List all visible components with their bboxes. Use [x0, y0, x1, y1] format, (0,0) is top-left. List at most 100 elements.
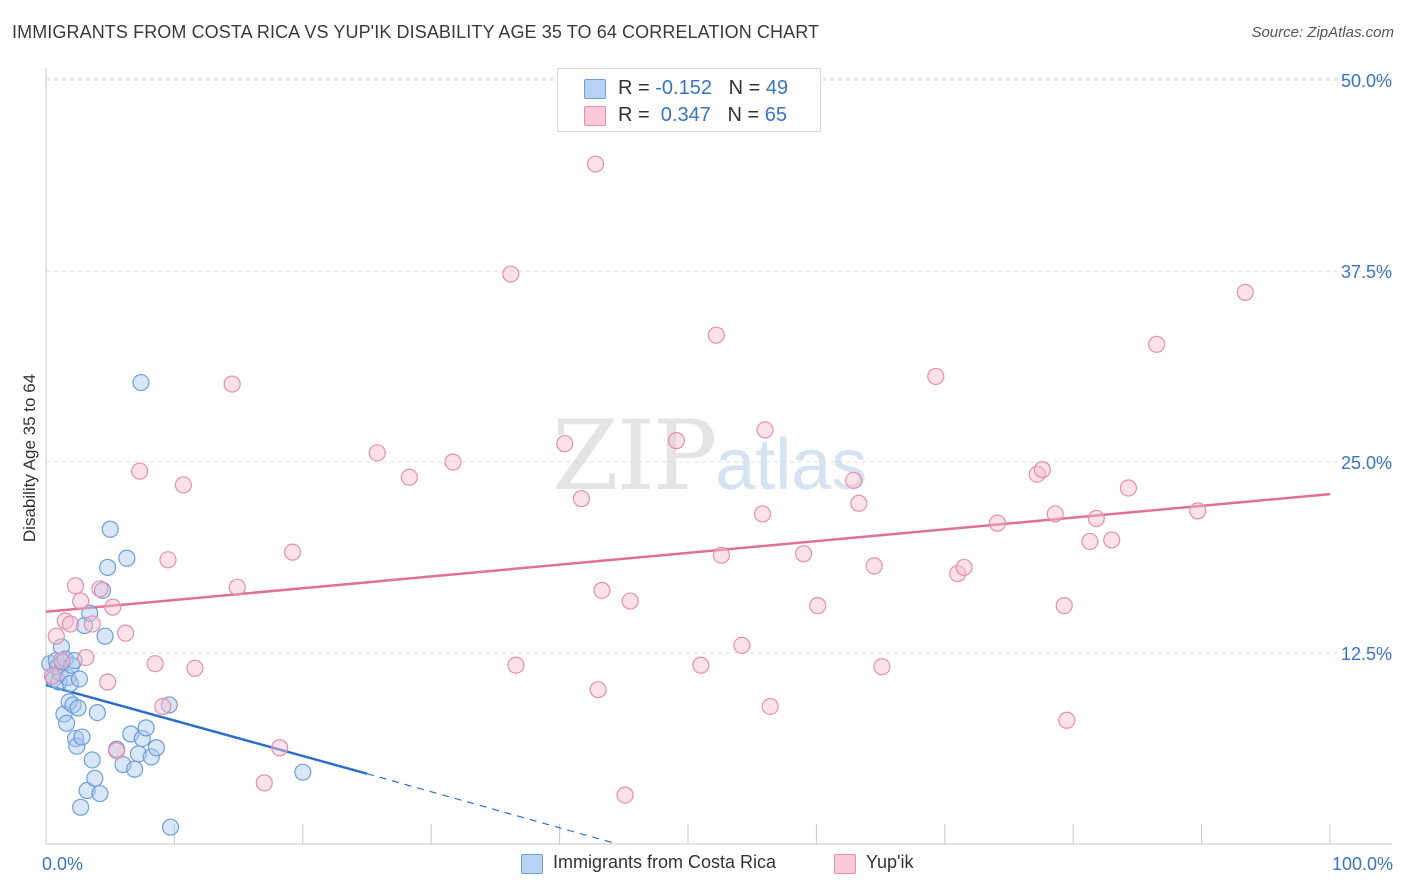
yupik-point	[1028, 465, 1046, 483]
legend-label: Immigrants from Costa Rica	[553, 852, 777, 872]
yupik-point	[223, 375, 241, 393]
y-tick-label: 37.5%	[1341, 262, 1392, 282]
yupik-point	[43, 667, 62, 685]
costa-rica-point	[161, 818, 180, 836]
yupik-point	[77, 648, 95, 667]
legend-row-text: R = -0.152 N = 49	[618, 77, 788, 100]
yupik-point	[117, 624, 135, 642]
yupik-point	[228, 578, 246, 596]
yupik-point	[1046, 505, 1064, 523]
costa-rica-point	[61, 674, 79, 693]
yupik-point	[572, 490, 591, 508]
costa-rica-point	[83, 751, 101, 769]
legend-row-text: R = 0.347 N = 65	[618, 104, 787, 127]
costa-rica-point	[78, 781, 96, 800]
yupik-point	[733, 636, 751, 654]
yupik-point	[502, 265, 520, 283]
yupik-point	[955, 558, 973, 577]
yupik-point	[159, 551, 177, 569]
costa-rica-point	[72, 798, 90, 816]
costa-rica-point	[68, 737, 86, 755]
pink-swatch	[834, 854, 856, 874]
costa-rica-point	[294, 763, 312, 781]
yupik-point	[586, 155, 605, 173]
yupik-point	[1087, 509, 1105, 528]
yupik-point	[66, 577, 85, 595]
chart-title: IMMIGRANTS FROM COSTA RICA VS YUP'IK DIS…	[12, 22, 820, 42]
trend-lines	[45, 492, 1331, 845]
yupik-point	[692, 656, 710, 674]
grid-lines	[46, 77, 1392, 654]
yupik-point	[146, 655, 164, 673]
costa-rica-point	[70, 670, 88, 688]
yupik-point	[927, 367, 945, 386]
yupik-point	[712, 546, 730, 564]
costa-rica-point	[69, 699, 87, 717]
legend-label: Yup'ik	[866, 852, 914, 872]
yupik-point	[1119, 479, 1138, 497]
yupik-point	[91, 580, 109, 598]
yupik-point	[47, 627, 65, 645]
n-value: 49	[765, 77, 789, 99]
costa-rica-point	[81, 604, 99, 622]
costa-rica-point	[99, 558, 117, 577]
yupik-point	[794, 545, 813, 563]
n-value: 65	[764, 104, 788, 126]
yupik-point	[186, 659, 204, 677]
costa-rica-point	[160, 696, 178, 714]
yupik-point	[104, 598, 122, 616]
yupik-point	[809, 597, 827, 615]
costa-rica-point	[96, 627, 114, 645]
r-label: R =	[618, 104, 656, 126]
costa-rica-point	[64, 696, 82, 714]
yupik-point	[1148, 335, 1166, 353]
yupik-point	[444, 453, 462, 471]
yupik-point	[761, 697, 779, 716]
yupik-point	[949, 564, 967, 583]
costa-rica-point	[91, 784, 109, 803]
yupik-point	[99, 673, 117, 691]
costa-rica-point	[137, 719, 155, 737]
yupik-point	[667, 432, 686, 450]
costa-rica-point	[118, 549, 136, 567]
yupik-trend-line	[45, 492, 1331, 613]
yupik-point	[72, 592, 90, 610]
costa-rica-point	[57, 714, 76, 732]
correlation-legend: R = -0.152 N = 49 R = 0.347 N = 65	[557, 68, 821, 132]
y-tick-label: 12.5%	[1341, 644, 1392, 664]
blue-swatch	[521, 854, 543, 874]
yupik-point	[1081, 532, 1099, 551]
n-label: N =	[727, 104, 765, 126]
source-label: Source: ZipAtlas.com	[1251, 24, 1394, 41]
yupik-point	[756, 421, 774, 439]
pink-swatch	[584, 106, 606, 126]
costa-rica-point	[147, 739, 166, 757]
costa-rica-point	[86, 769, 104, 787]
yupik-point	[1055, 597, 1073, 615]
costa-rica-point	[132, 373, 150, 392]
yupik-point	[707, 326, 725, 344]
costa-rica-trend-line	[45, 683, 368, 775]
watermark: ZIPatlas	[552, 400, 867, 512]
yupik-point	[174, 476, 192, 494]
yupik-point	[1033, 461, 1051, 479]
blue-swatch	[584, 79, 606, 99]
yupik-point	[61, 615, 79, 633]
x-tick-label: 100.0%	[1332, 854, 1393, 874]
yupik-point	[616, 786, 634, 804]
yupik-point	[56, 612, 74, 630]
y-tick-label: 50.0%	[1341, 71, 1392, 91]
yupik-point	[154, 697, 172, 716]
costa-rica-point	[125, 760, 144, 778]
yupik-point	[1058, 711, 1076, 729]
r-value: 0.347	[655, 104, 711, 126]
r-label: R =	[618, 77, 656, 99]
tick-labels: 12.5% 25.0% 37.5% 50.0% 0.0% 100.0%	[42, 71, 1393, 874]
data-points	[41, 155, 1254, 836]
costa-rica-point	[133, 729, 151, 748]
yupik-point	[1236, 283, 1254, 301]
yupik-point	[271, 739, 289, 757]
costa-rica-point	[142, 748, 160, 766]
watermark-zip: ZIP	[552, 400, 717, 512]
